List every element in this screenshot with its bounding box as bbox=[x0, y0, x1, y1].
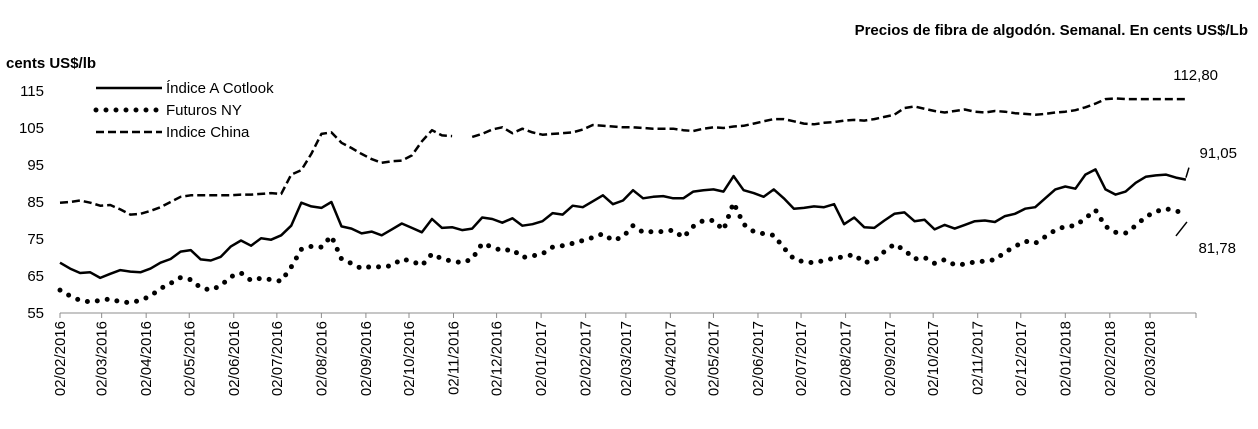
x-tick-label: 02/01/2018 bbox=[1057, 321, 1074, 396]
x-tick-label: 02/08/2017 bbox=[838, 321, 855, 396]
x-tick-label: 02/11/2016 bbox=[446, 321, 463, 395]
x-tick-label: 02/07/2017 bbox=[793, 321, 810, 396]
y-tick-label: 65 bbox=[27, 268, 44, 285]
x-tick-label: 02/10/2016 bbox=[401, 321, 418, 396]
end-label-cotlook: 91,05 bbox=[1199, 145, 1237, 162]
x-tick-label: 02/05/2017 bbox=[705, 321, 722, 396]
leader-line bbox=[1185, 167, 1190, 178]
x-tick-label: 02/09/2016 bbox=[358, 321, 375, 396]
end-label-china: 112,80 bbox=[1173, 67, 1218, 84]
x-tick-label: 02/03/2017 bbox=[618, 321, 635, 396]
x-tick-label: 02/04/2016 bbox=[138, 321, 155, 396]
series-line-dashed bbox=[471, 97, 1186, 139]
x-tick-label: 02/07/2016 bbox=[269, 321, 286, 396]
legend-label: Índice A Cotlook bbox=[166, 80, 274, 97]
x-tick-label: 02/11/2017 bbox=[970, 321, 987, 395]
y-tick-label: 95 bbox=[27, 157, 44, 174]
x-tick-label: 02/02/2016 bbox=[52, 321, 69, 396]
x-tick-label: 02/12/2016 bbox=[489, 321, 506, 396]
y-tick-label: 55 bbox=[27, 305, 44, 322]
y-axis-label: cents US$/lb bbox=[6, 55, 96, 72]
x-tick-label: 02/01/2017 bbox=[533, 321, 550, 396]
legend: Índice A Cotlook Futuros NY Indice China bbox=[93, 80, 274, 141]
x-tick-label: 02/02/2018 bbox=[1102, 321, 1119, 396]
series-line-dotted bbox=[57, 200, 1189, 306]
y-tick-label: 75 bbox=[27, 231, 44, 248]
y-tick-label: 105 bbox=[19, 120, 44, 137]
x-tick-label: 02/02/2017 bbox=[578, 321, 595, 396]
x-tick-label: 02/03/2018 bbox=[1142, 321, 1159, 396]
x-tick-label: 02/12/2017 bbox=[1013, 321, 1030, 396]
series-line-dashed bbox=[59, 128, 453, 216]
legend-label: Indice China bbox=[166, 124, 250, 141]
x-tick-label: 02/05/2016 bbox=[181, 321, 198, 396]
x-tick-label: 02/08/2016 bbox=[313, 321, 330, 396]
y-tick-label: 85 bbox=[27, 194, 44, 211]
x-tick-labels: 02/02/2016 02/03/2016 02/04/2016 02/05/2016… bbox=[52, 313, 1197, 396]
leader-line bbox=[1175, 221, 1188, 237]
x-tick-label: 02/10/2017 bbox=[925, 321, 942, 396]
end-labels: 91,05 81,78 112,80 bbox=[1173, 67, 1237, 257]
x-tick-label: 02/03/2016 bbox=[94, 321, 111, 396]
x-tick-label: 02/06/2016 bbox=[226, 321, 243, 396]
x-tick-label: 02/04/2017 bbox=[662, 321, 679, 396]
x-tick-label: 02/09/2017 bbox=[882, 321, 899, 396]
y-tick-labels: 55 65 75 85 95 105 115 bbox=[19, 83, 44, 322]
x-tick-label: 02/06/2017 bbox=[750, 321, 767, 396]
end-label-futuros: 81,78 bbox=[1198, 240, 1236, 257]
legend-label: Futuros NY bbox=[166, 102, 242, 119]
series-lines bbox=[57, 97, 1189, 306]
series-line-solid bbox=[59, 168, 1187, 280]
y-tick-label: 115 bbox=[20, 83, 44, 100]
chart-title: Precios de fibra de algodón. Semanal. En… bbox=[855, 22, 1248, 39]
